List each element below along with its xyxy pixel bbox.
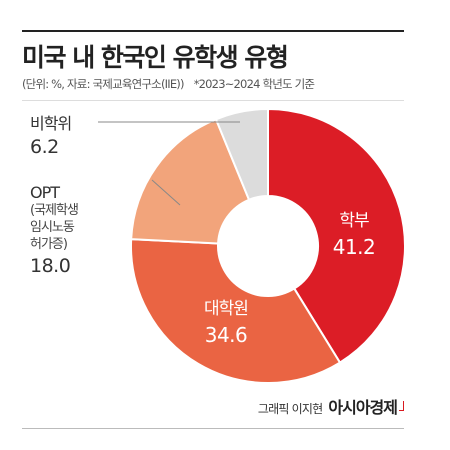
leader-lines [98,121,240,206]
unit-source-note: (단위: %, 자료: 국제교육연구소(IIE)) [22,77,184,91]
label-opt-value: 18.0 [30,255,71,277]
publisher-logo: 아시아경제 [328,398,398,417]
slice-nondegree [214,107,269,202]
label-opt-note-line-1: (국제학생 [30,203,79,218]
bottom-rule [22,428,404,429]
label-graduate: 대학원 34.6 [188,294,264,347]
label-opt-note-line-3: 허가증) [30,237,68,252]
label-graduate-value: 34.6 [204,323,248,347]
label-nondegree-name: 비학위 [30,114,72,133]
graphic-credit: 그래픽 이지현 [257,402,323,416]
label-undergraduate-name: 학부 [339,211,369,231]
label-undergraduate: 학부 41.2 [324,206,384,259]
slice-undergraduate [267,107,406,364]
label-opt: OPT (국제학생 임시노동 허가증) 18.0 [30,183,79,277]
label-nondegree: 비학위 6.2 [30,110,72,158]
logo-mark-icon [399,401,404,411]
chart-title: 미국 내 한국인 유학생 유형 [22,43,289,72]
period-note: *2023~2024 학년도 기준 [193,77,315,91]
label-opt-note-line-2: 임시노동 [30,220,75,235]
slice-graduate [130,238,342,384]
leader-line-opt [151,179,181,206]
label-graduate-name: 대학원 [204,299,249,319]
chart-subtitle: (단위: %, 자료: 국제교육연구소(IIE)) *2023~2024 학년도 … [22,76,315,92]
slice-group [130,107,406,384]
top-rule [22,30,404,32]
label-opt-name: OPT [30,183,60,202]
footer: 그래픽 이지현 아시아경제 [258,394,404,418]
label-nondegree-value: 6.2 [30,136,59,158]
header-separator [22,100,404,101]
slice-opt [130,117,251,245]
label-undergraduate-value: 41.2 [332,235,376,259]
